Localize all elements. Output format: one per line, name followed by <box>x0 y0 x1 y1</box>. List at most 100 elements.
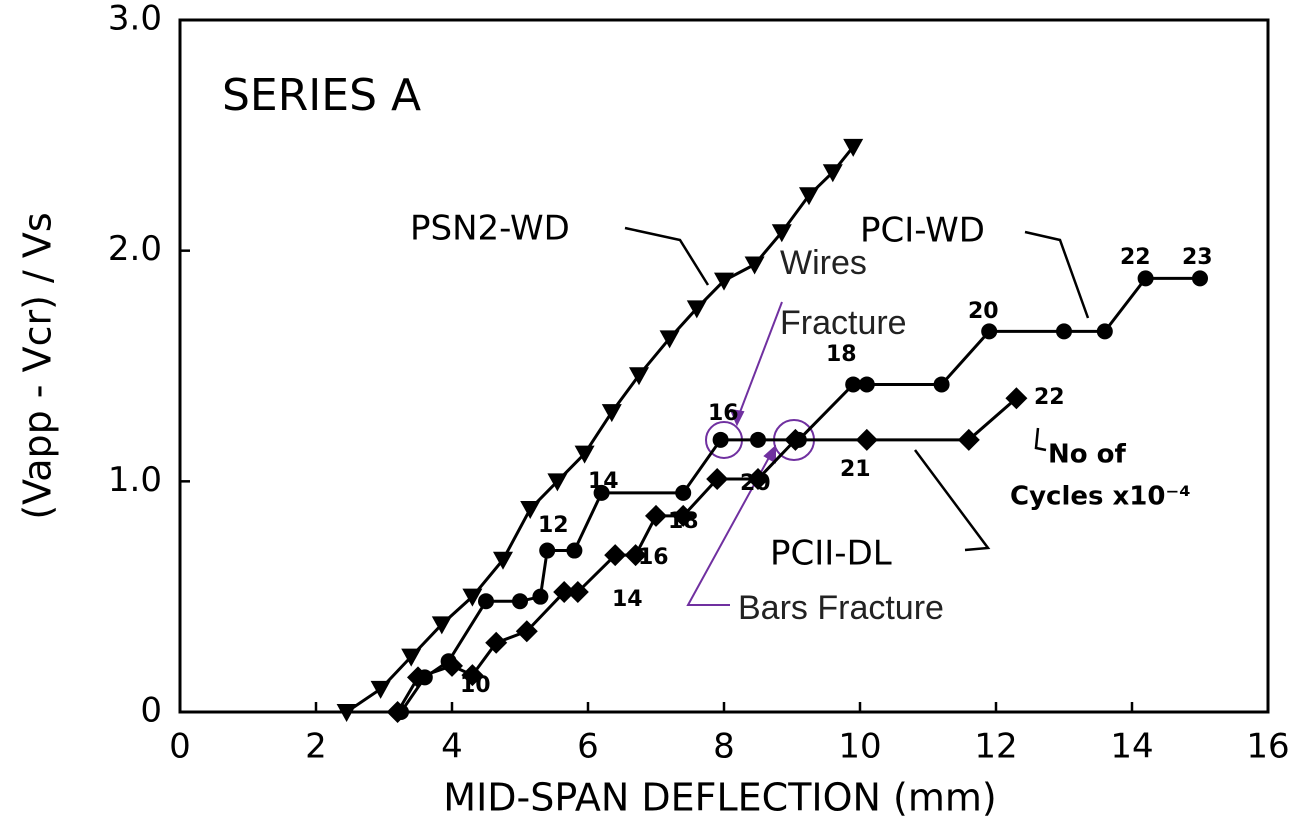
marker <box>712 431 729 448</box>
marker <box>1056 323 1072 340</box>
annotation: Wires <box>780 244 867 282</box>
x-tick-label: 6 <box>577 727 599 767</box>
marker <box>441 654 463 677</box>
marker <box>784 428 807 451</box>
marker <box>401 648 422 667</box>
annotation: SERIES A <box>222 70 421 121</box>
leader <box>913 449 991 552</box>
x-tick-label: 8 <box>713 727 735 767</box>
annotation: PCII-DL <box>770 534 892 574</box>
annotation: PCI-WD <box>860 211 985 251</box>
marker <box>1096 323 1113 340</box>
marker <box>478 593 494 610</box>
marker <box>675 484 692 501</box>
x-tick-label: 16 <box>1246 727 1289 767</box>
marker <box>601 404 622 423</box>
marker <box>744 256 765 275</box>
annotation: 16 <box>638 545 669 570</box>
marker <box>532 588 549 605</box>
annotation: 18 <box>826 342 857 367</box>
marker <box>461 664 484 687</box>
marker <box>370 680 391 699</box>
marker <box>672 504 695 527</box>
x-tick-label: 14 <box>1110 727 1153 767</box>
marker <box>771 224 792 243</box>
marker <box>706 468 729 491</box>
marker <box>822 164 843 183</box>
x-tick-label: 0 <box>169 727 191 767</box>
marker <box>981 323 998 340</box>
annotation: 18 <box>668 509 699 534</box>
marker <box>553 581 576 604</box>
annotation: 22 <box>1034 385 1065 410</box>
marker <box>750 431 766 448</box>
marker <box>539 542 556 559</box>
marker <box>515 620 538 643</box>
y-tick-label: 1.0 <box>108 460 162 500</box>
marker <box>574 445 595 464</box>
marker <box>659 330 680 349</box>
y-tick-label: 2.0 <box>108 229 162 269</box>
annotation: PSN2-WD <box>410 209 570 249</box>
marker <box>386 701 409 723</box>
marker <box>593 484 610 501</box>
marker <box>1192 270 1208 287</box>
y-tick-label: 3.0 <box>108 0 162 39</box>
marker <box>933 376 950 393</box>
marker <box>336 704 357 722</box>
arrow <box>686 451 773 606</box>
marker <box>566 542 583 559</box>
annotation: 20 <box>740 471 771 496</box>
marker <box>629 367 649 386</box>
x-tick-label: 12 <box>974 727 1017 767</box>
arrow-head <box>763 444 776 464</box>
plot-frame <box>178 18 1270 714</box>
leader <box>1034 427 1047 452</box>
leader-lines <box>624 226 1090 552</box>
marker <box>957 428 980 451</box>
marker <box>512 593 528 610</box>
marker <box>1137 270 1154 287</box>
y-tick-label: 0 <box>140 691 162 731</box>
marker <box>624 544 647 567</box>
marker <box>462 588 483 607</box>
x-axis-label: MID-SPAN DEFLECTION (mm) <box>443 776 996 820</box>
annotation: 14 <box>612 587 643 612</box>
annotation: Cycles x10⁻⁴ <box>1010 482 1191 512</box>
arrow <box>736 301 783 421</box>
annotation: No of <box>1048 440 1127 470</box>
marker <box>493 551 513 570</box>
annotation: Fracture <box>780 304 907 342</box>
leader <box>1024 230 1090 319</box>
marker <box>431 616 452 635</box>
marker <box>845 376 862 393</box>
marker <box>520 501 541 520</box>
x-tick-label: 2 <box>305 727 327 767</box>
marker <box>855 428 878 451</box>
marker <box>843 138 864 157</box>
marker <box>799 187 819 206</box>
annotation: 14 <box>588 469 619 494</box>
marker <box>686 300 707 319</box>
y-axis-label: (Vapp - Vcr) / Vs <box>16 212 60 519</box>
leader <box>624 226 710 286</box>
marker <box>485 631 508 654</box>
annotation: 20 <box>968 299 999 324</box>
marker <box>547 473 568 492</box>
marker <box>407 666 429 689</box>
marker <box>858 376 875 393</box>
arrow-head <box>729 408 745 427</box>
marker <box>645 504 667 527</box>
annotation: 23 <box>1182 245 1213 270</box>
annotation: 12 <box>538 513 569 538</box>
marker <box>604 544 627 567</box>
x-tick-label: 4 <box>441 727 463 767</box>
marker <box>714 272 734 291</box>
annotation: Bars Fracture <box>738 589 944 627</box>
marker <box>566 581 589 604</box>
marker <box>1005 387 1028 410</box>
marker <box>747 468 769 491</box>
x-tick-label: 10 <box>838 727 881 767</box>
annotation: 21 <box>840 457 871 482</box>
